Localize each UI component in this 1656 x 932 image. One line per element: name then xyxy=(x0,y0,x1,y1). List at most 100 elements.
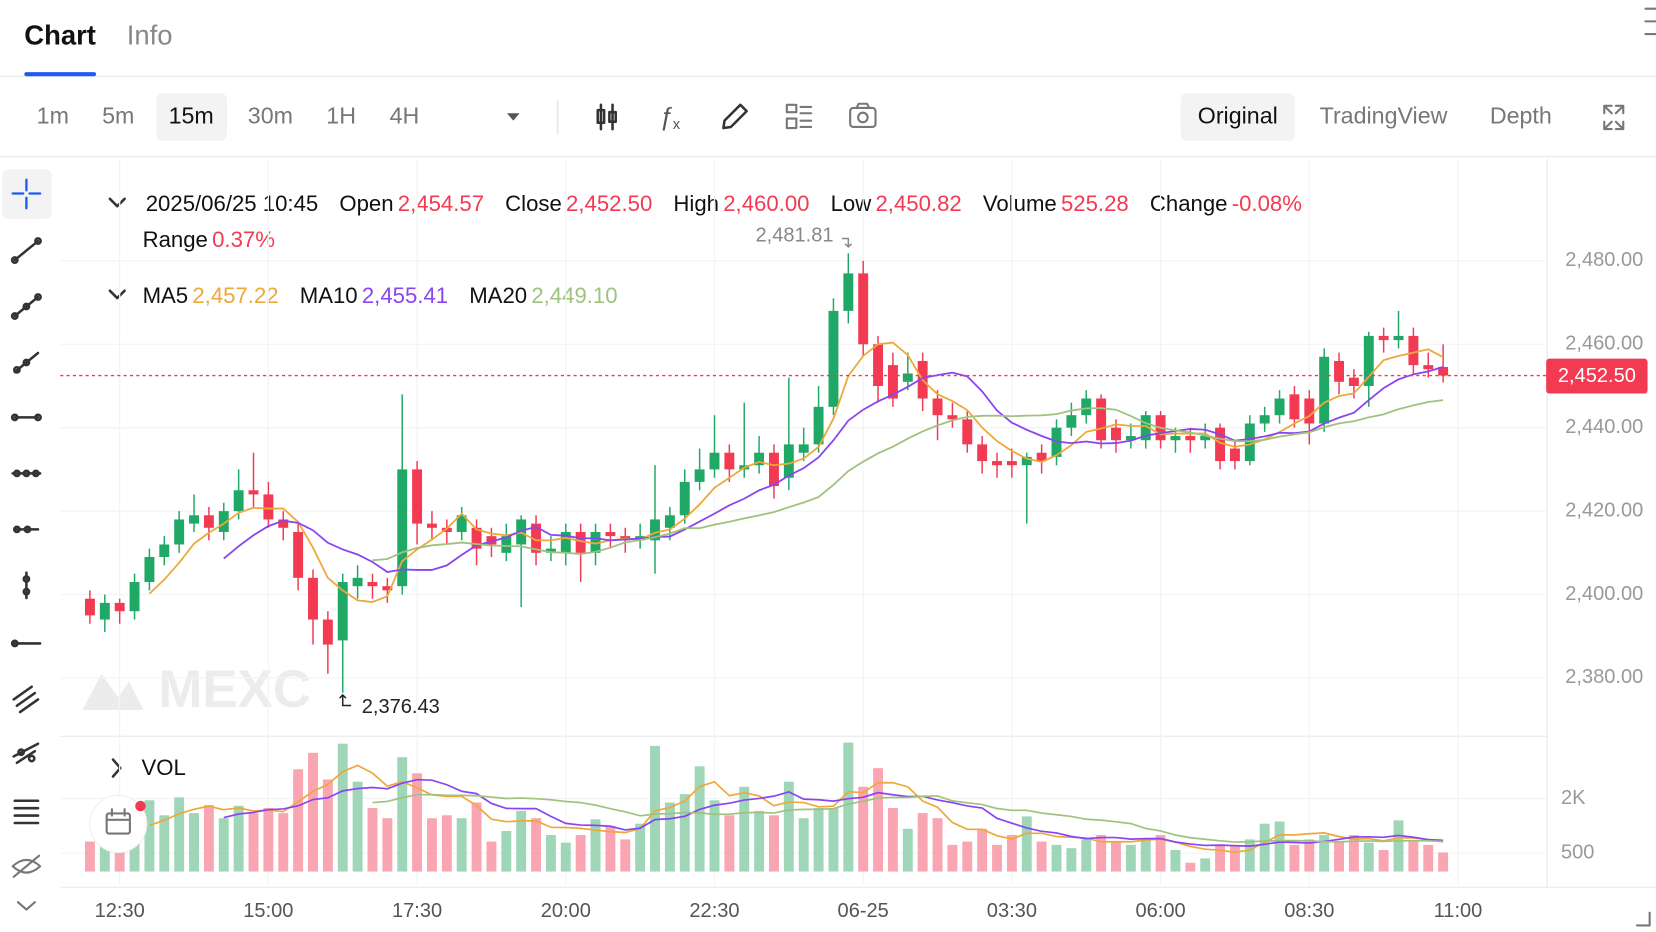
volume-bar xyxy=(902,828,913,872)
candle-body xyxy=(664,515,675,528)
volume-bar xyxy=(590,819,601,872)
resize-handle[interactable] xyxy=(1635,911,1651,927)
candle-body xyxy=(1334,360,1345,382)
volume-bar xyxy=(1111,841,1121,872)
candle-body xyxy=(977,444,988,462)
calendar-button[interactable] xyxy=(89,794,148,854)
expand-tools[interactable] xyxy=(16,901,36,911)
legend-row: Range 0.37% xyxy=(143,227,275,252)
candle-body xyxy=(1438,366,1449,376)
interval[interactable]: 30m xyxy=(248,103,293,129)
volume-bar xyxy=(516,810,527,872)
interval[interactable]: 15m xyxy=(169,103,214,129)
x-tick-label: 15:00 xyxy=(243,900,293,922)
volume-bar xyxy=(769,815,779,872)
dropdown-arrow[interactable] xyxy=(506,113,520,121)
volume-bar xyxy=(1021,816,1032,872)
volume-bar xyxy=(1081,839,1092,872)
hide-tool[interactable] xyxy=(11,854,42,878)
candle-body xyxy=(308,577,318,620)
interval[interactable]: 5m xyxy=(102,103,134,129)
x-tick-label: 22:30 xyxy=(689,900,739,922)
volume-bar xyxy=(1229,844,1240,872)
legend-label: Close xyxy=(505,191,562,216)
candle-body xyxy=(1408,335,1419,366)
candle-body xyxy=(798,444,809,453)
interval[interactable]: 1H xyxy=(326,103,356,129)
volume-bar xyxy=(397,757,408,872)
volume-bar xyxy=(962,841,973,872)
volume-bar xyxy=(218,818,229,872)
tab[interactable]: Chart xyxy=(24,19,96,50)
layout-icon[interactable] xyxy=(785,103,813,130)
chart-layer: 2025/06/25 10:45 Open 2,454.57 Close 2,452.5… xyxy=(60,158,1648,922)
volume-bar xyxy=(739,786,750,872)
volume-bar xyxy=(545,835,556,872)
candle-icon[interactable] xyxy=(596,103,617,131)
candle-body xyxy=(1259,415,1270,424)
volume-ma-line xyxy=(149,764,1444,854)
candle-body xyxy=(1363,335,1374,386)
candle-body xyxy=(590,531,601,553)
menu-icon[interactable] xyxy=(1644,7,1656,36)
candle-body xyxy=(203,515,214,528)
candle-body xyxy=(233,490,244,512)
view[interactable]: TradingView xyxy=(1320,103,1448,129)
view[interactable]: Depth xyxy=(1490,103,1552,129)
volume-bar xyxy=(144,800,155,872)
view[interactable]: Original xyxy=(1198,103,1278,129)
candle-body xyxy=(412,469,423,524)
volume-bar xyxy=(114,835,125,872)
volume-bar xyxy=(99,829,110,872)
candle-body xyxy=(1066,415,1077,428)
y-tick-label: 2,480.00 xyxy=(1565,249,1643,271)
volume-bar xyxy=(1140,839,1151,872)
volume-bar xyxy=(843,742,854,872)
x-tick-label: 20:00 xyxy=(541,900,591,922)
y2-tick-label: 2K xyxy=(1561,787,1586,809)
volume-bar xyxy=(248,813,259,872)
candle-body xyxy=(1021,456,1032,466)
volume-bar xyxy=(575,835,586,872)
interval[interactable]: 1m xyxy=(37,103,69,129)
collapse-chevron[interactable] xyxy=(108,197,126,208)
volume-bar xyxy=(620,839,631,872)
camera-icon[interactable] xyxy=(849,102,877,129)
candle-body xyxy=(531,523,542,553)
volume-bar xyxy=(679,794,690,872)
fullscreen-icon[interactable] xyxy=(1603,104,1625,131)
indicator-icon[interactable]: ƒ xyxy=(659,103,673,131)
candle-body xyxy=(575,531,586,553)
volume-bar xyxy=(337,743,348,872)
candle-body xyxy=(218,511,229,532)
volume-bar xyxy=(828,807,839,872)
tool-icons[interactable] xyxy=(10,237,42,825)
volume-bar xyxy=(1096,835,1107,872)
volume-bar xyxy=(887,807,898,872)
candle-body xyxy=(1244,423,1255,462)
candle-body xyxy=(1185,436,1196,441)
volume-bar xyxy=(322,779,333,872)
tab[interactable]: Info xyxy=(127,19,173,50)
legend-label: Range xyxy=(143,227,208,252)
volume-bar xyxy=(203,805,214,872)
ma-value: 2,457.22 xyxy=(192,283,278,308)
collapse-chevron[interactable] xyxy=(108,289,126,300)
candle-body xyxy=(843,273,854,311)
volume-bar xyxy=(1393,820,1404,872)
expand-chevron[interactable] xyxy=(111,758,122,778)
volume-bar xyxy=(233,805,244,872)
indicator-icon[interactable]: x xyxy=(673,117,681,133)
draw-icon[interactable] xyxy=(722,103,748,130)
volume-bar xyxy=(947,844,958,872)
volume-bar xyxy=(1348,835,1359,872)
volume-bar xyxy=(1170,849,1181,872)
volume-bar xyxy=(278,813,289,872)
interval[interactable]: 4H xyxy=(390,103,420,129)
crosshair-tool[interactable] xyxy=(11,178,42,210)
candle-body xyxy=(783,444,794,478)
volume-bar xyxy=(858,786,869,872)
candle-body xyxy=(962,419,973,445)
volume-bar xyxy=(308,752,318,872)
